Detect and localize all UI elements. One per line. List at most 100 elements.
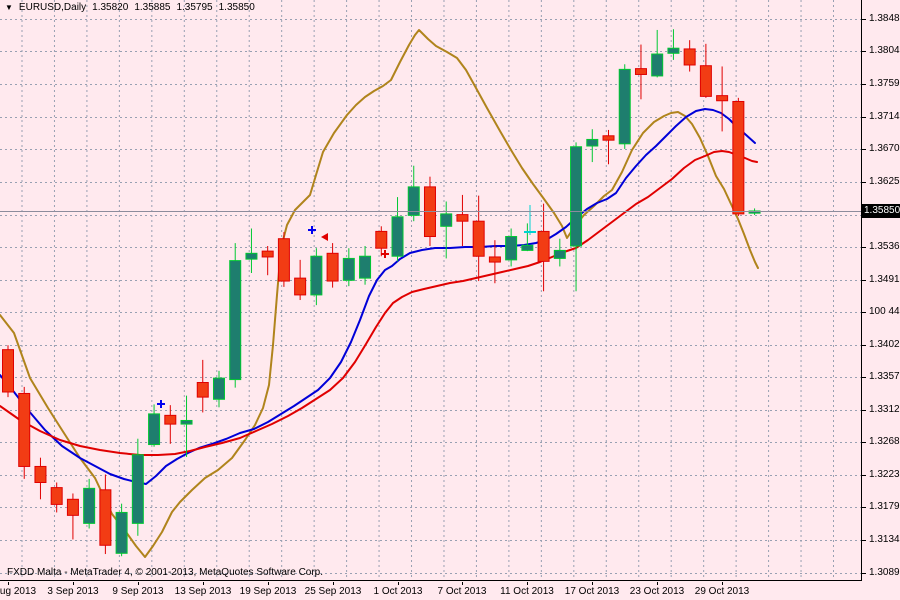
price-label: 1.33570: [869, 371, 900, 382]
candle: [586, 129, 599, 163]
candle-body: [359, 255, 372, 279]
date-label: 28 Aug 2013: [0, 586, 37, 597]
candle-body: [651, 53, 664, 77]
candle: [294, 259, 307, 301]
date-tick: [73, 582, 74, 585]
date-label: 19 Sep 2013: [239, 586, 297, 597]
blue-cross-marker: [308, 226, 316, 234]
price-tick: [862, 507, 866, 508]
ohlc-close: 1.35850: [218, 2, 255, 13]
price-label: 1.36250: [869, 176, 900, 187]
date-tick: [268, 582, 269, 585]
time-axis[interactable]: 28 Aug 2013 3 Sep 2013 9 Sep 2013 13 Sep 20…: [0, 582, 900, 600]
candle: [537, 203, 550, 292]
ma-blue: [0, 108, 756, 485]
candle-body: [115, 511, 128, 554]
price-tick: [862, 345, 866, 346]
date-tick: [8, 582, 9, 585]
candle-body: [570, 146, 583, 247]
price-axis[interactable]: 1.35850 1.38480 1.38040 1.37590 1.37140 1.36…: [862, 0, 900, 581]
candle: [456, 194, 469, 247]
candle: [66, 493, 79, 540]
price-label: 1.32680: [869, 436, 900, 447]
date-tick: [333, 582, 334, 585]
candle-body: [521, 244, 534, 251]
candle-body: [456, 214, 469, 222]
candle-body: [2, 349, 14, 393]
price-label: 1.33120: [869, 404, 900, 415]
candle: [472, 195, 485, 282]
candle: [342, 248, 355, 287]
price-tick: [862, 182, 866, 183]
price-label: 1.32230: [869, 469, 900, 480]
candle-body: [699, 65, 712, 97]
candle: [148, 404, 161, 447]
date-label: 9 Sep 2013: [112, 586, 164, 597]
date-tick: [203, 582, 204, 585]
candle-body: [375, 230, 388, 249]
candle-body: [66, 498, 79, 516]
price-label: 1.37590: [869, 78, 900, 89]
candle: [99, 474, 112, 555]
date-label: 11 Oct 2013: [500, 586, 554, 597]
candle: [732, 97, 745, 217]
price-label: 1.30890: [869, 567, 900, 578]
candle-body: [196, 382, 209, 398]
candle-body: [618, 68, 631, 145]
candle: [683, 40, 696, 72]
price-label: 1.38040: [869, 45, 900, 56]
candles: [2, 29, 761, 557]
price-tick: [862, 117, 866, 118]
candle-body: [180, 419, 193, 425]
ohlc-open: 1.35820: [92, 2, 129, 13]
candle: [83, 478, 96, 529]
candle-body: [602, 135, 615, 141]
date-tick: [657, 582, 658, 585]
chart-area[interactable]: ▼ EURUSD,Daily 1.35820 1.35885 1.35795 1…: [0, 0, 862, 581]
candle: [245, 228, 258, 274]
candle-body: [537, 230, 550, 262]
price-label: 1.31790: [869, 501, 900, 512]
candle-body: [261, 250, 274, 258]
candle-body: [164, 414, 177, 425]
symbol-dropdown-icon[interactable]: ▼: [5, 2, 13, 12]
candle: [229, 243, 242, 388]
candle: [212, 370, 225, 408]
overlay-gold: [0, 29, 759, 558]
candle-body: [99, 489, 112, 546]
candle-body: [667, 47, 680, 54]
price-tick: [862, 280, 866, 281]
arrow-shape: [321, 233, 328, 241]
candle-body: [407, 186, 420, 216]
current-price-tag: 1.35850: [862, 204, 900, 218]
candle: [391, 197, 404, 262]
candle: [553, 238, 566, 267]
date-label: 3 Sep 2013: [47, 586, 99, 597]
candle-body: [212, 377, 225, 400]
candle: [34, 457, 47, 500]
price-tick: [862, 573, 866, 574]
candle-body: [634, 68, 647, 75]
date-tick: [462, 582, 463, 585]
cyan-cross-marker: [524, 205, 536, 235]
current-price-value: 1.35850: [864, 205, 900, 216]
price-tick: [862, 410, 866, 411]
candle-body: [488, 256, 501, 263]
price-tick: [862, 377, 866, 378]
chart-canvas[interactable]: [0, 0, 861, 580]
candle: [359, 246, 372, 285]
date-label: 25 Sep 2013: [304, 586, 362, 597]
candle: [521, 223, 534, 252]
price-tick: [862, 51, 866, 52]
candle-body: [148, 413, 161, 446]
price-label: 1.35360: [869, 241, 900, 252]
candle: [277, 232, 290, 287]
candle-body: [34, 465, 47, 484]
candle: [440, 201, 453, 259]
candle: [115, 503, 128, 557]
candle: [164, 405, 177, 444]
price-tick: [862, 540, 866, 541]
candle: [2, 345, 14, 398]
candle: [634, 44, 647, 100]
candle: [375, 226, 388, 257]
